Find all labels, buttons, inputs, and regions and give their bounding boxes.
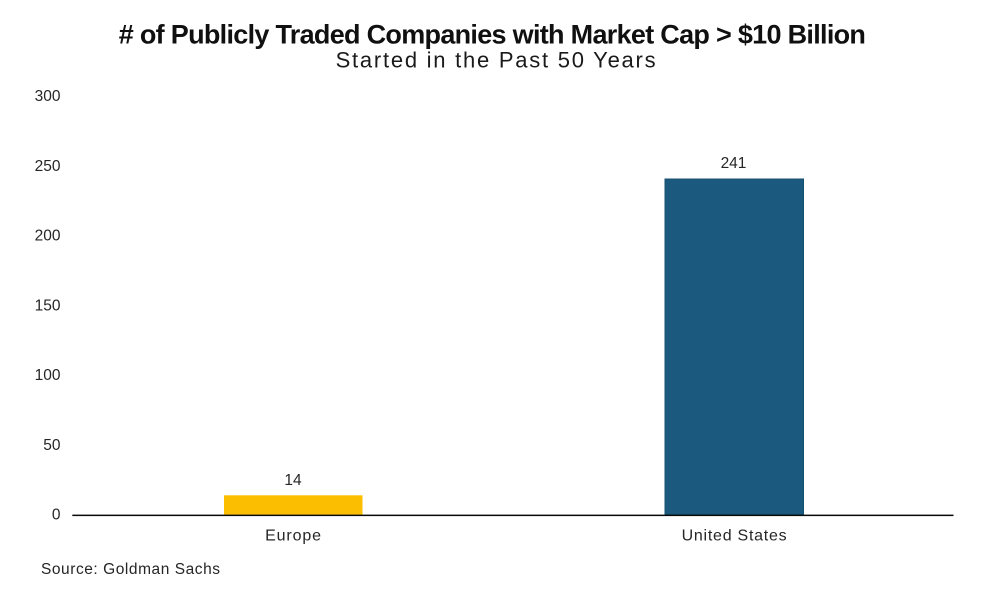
svg-text:150: 150 <box>35 297 61 314</box>
svg-text:241: 241 <box>721 155 747 172</box>
svg-text:200: 200 <box>35 228 61 245</box>
svg-text:100: 100 <box>35 367 61 384</box>
svg-text:# of Publicly Traded Companies: # of Publicly Traded Companies with Mark… <box>119 20 865 50</box>
svg-text:14: 14 <box>284 472 302 489</box>
svg-text:Europe: Europe <box>265 528 322 545</box>
svg-text:300: 300 <box>35 88 61 105</box>
svg-text:Started in the Past 50 Years: Started in the Past 50 Years <box>336 48 658 73</box>
svg-text:0: 0 <box>52 507 61 524</box>
svg-text:50: 50 <box>43 437 61 454</box>
svg-text:United States: United States <box>682 528 788 545</box>
svg-text:250: 250 <box>35 158 61 175</box>
svg-text:Source: Goldman Sachs: Source: Goldman Sachs <box>41 561 221 578</box>
